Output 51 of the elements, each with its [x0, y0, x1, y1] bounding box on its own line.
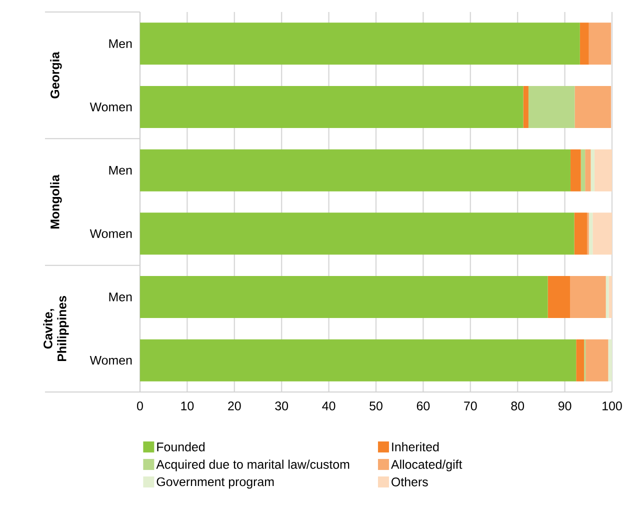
bar	[574, 212, 587, 255]
x-tick-label: 80	[511, 402, 524, 410]
bar	[586, 339, 608, 382]
bar	[570, 149, 581, 192]
x-tick-label: 40	[322, 402, 336, 410]
text: Mongolia	[50, 174, 62, 228]
y-tick-label: Men	[109, 292, 132, 302]
y-tick-label: Women	[90, 229, 132, 238]
legend-label: Others	[392, 477, 428, 486]
bar	[608, 276, 612, 318]
y-tick-label: Women	[90, 356, 132, 365]
x-tick-label: 100	[602, 402, 622, 410]
bar	[590, 149, 595, 192]
bar	[140, 276, 548, 318]
legend-label: Founded	[157, 442, 205, 452]
bar	[140, 149, 570, 192]
bar	[592, 212, 612, 255]
bar	[140, 339, 576, 382]
text: Georgia	[50, 52, 62, 98]
x-tick-label: 50	[370, 402, 382, 410]
x-tick-label: 20	[228, 402, 241, 410]
y-tick-label: Women	[90, 102, 132, 112]
bar	[140, 22, 580, 65]
y-tick-label: Men	[109, 39, 132, 48]
bar	[140, 86, 524, 128]
bar	[523, 86, 528, 128]
bar	[608, 339, 612, 382]
bar	[588, 22, 612, 65]
legend-label: Inherited	[392, 442, 439, 452]
text: Cavite, Philippines	[43, 296, 69, 362]
bar	[574, 86, 612, 128]
bar	[576, 339, 584, 382]
x-tick-label: 10	[181, 402, 194, 410]
bar	[594, 149, 612, 192]
y-tick-label: Men	[109, 166, 132, 175]
bar	[570, 276, 606, 318]
x-tick-label: 70	[464, 402, 477, 410]
x-tick-label: 60	[416, 402, 430, 410]
x-tick-label: 90	[558, 402, 572, 410]
bar	[588, 212, 593, 255]
bar	[580, 149, 586, 192]
bar	[580, 22, 589, 65]
bar	[585, 149, 591, 192]
legend-label: Acquired due to marital law/custom	[156, 460, 350, 472]
x-tick-label: 0	[137, 402, 143, 410]
bar	[140, 212, 574, 255]
legend-label: Allocated/gift	[391, 460, 462, 472]
x-tick-label: 30	[275, 402, 288, 410]
bar	[528, 86, 575, 128]
bar	[548, 276, 570, 318]
legend-label: Government program	[156, 477, 274, 489]
